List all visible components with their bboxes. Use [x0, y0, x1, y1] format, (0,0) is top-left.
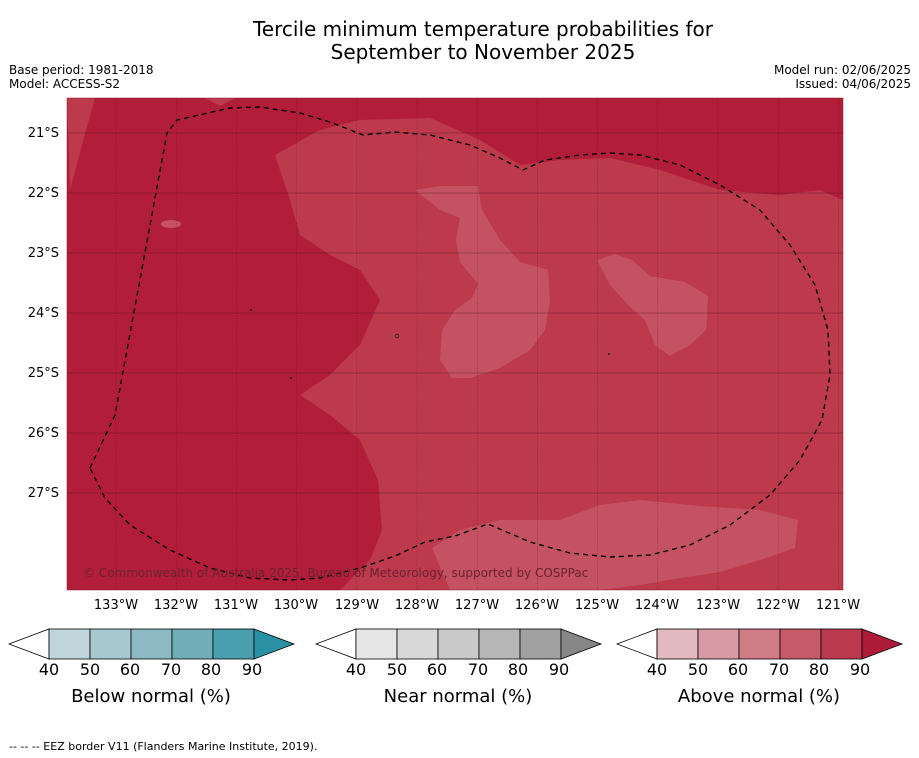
colorbar-tick: 60	[426, 660, 448, 679]
model-name: Model: ACCESS-S2	[9, 77, 121, 91]
colorbar-tick: 40	[38, 660, 60, 679]
colorbar-cell	[697, 628, 740, 660]
colorbar-tick: 50	[386, 660, 408, 679]
colorbar-near-label: Near normal (%)	[383, 686, 533, 707]
lon-label: 130°W	[273, 598, 319, 613]
colorbar-cell	[519, 628, 562, 660]
colorbar-tick: 90	[849, 660, 871, 679]
lon-label: 131°W	[213, 598, 259, 613]
colorbar-cell	[130, 628, 173, 660]
lon-label: 125°W	[574, 598, 620, 613]
lon-label: 123°W	[695, 598, 741, 613]
lon-label: 121°W	[815, 598, 861, 613]
lon-label: 122°W	[755, 598, 801, 613]
colorbar-near	[315, 628, 603, 660]
colorbar-cell	[89, 628, 132, 660]
colorbar-tick: 80	[200, 660, 222, 679]
contour-60-70-b	[597, 254, 708, 356]
lat-label: 27°S	[27, 486, 59, 501]
base-period: Base period: 1981-2018	[9, 63, 154, 77]
map-graticule	[67, 98, 843, 590]
copyright-notice: © Commonwealth of Australia 2025, Bureau…	[83, 566, 589, 580]
colorbar-tick: 60	[727, 660, 749, 679]
lon-label: 128°W	[394, 598, 440, 613]
lon-label: 124°W	[634, 598, 680, 613]
lon-label: 127°W	[454, 598, 500, 613]
colorbar-cell	[355, 628, 398, 660]
colorbar-tick: 90	[241, 660, 263, 679]
colorbar-tick: 70	[768, 660, 790, 679]
colorbar-cell	[478, 628, 521, 660]
colorbar-cell	[171, 628, 214, 660]
lon-label: 129°W	[334, 598, 380, 613]
colorbar-cell	[396, 628, 439, 660]
title-line-1: Tercile minimum temperature probabilitie…	[252, 17, 714, 41]
colorbar-cell	[738, 628, 781, 660]
colorbar-cell	[820, 628, 863, 660]
eez-border	[89, 106, 831, 581]
model-run: Model run: 02/06/2025	[773, 63, 911, 77]
colorbar-above-label: Above normal (%)	[677, 686, 841, 707]
colorbar-cell	[656, 628, 699, 660]
colorbar-cell	[212, 628, 255, 660]
lat-label: 25°S	[27, 366, 59, 381]
colorbar-above	[616, 628, 904, 660]
issued-date: Issued: 04/06/2025	[795, 77, 911, 91]
map-dots	[250, 309, 610, 379]
colorbar-tick: 80	[507, 660, 529, 679]
colorbar-below-label: Below normal (%)	[71, 686, 231, 707]
chart-title: Tercile minimum temperature probabilitie…	[0, 18, 919, 64]
title-line-2: September to November 2025	[330, 40, 636, 64]
colorbar-cell	[437, 628, 480, 660]
meta-right: Model run: 02/06/2025 Issued: 04/06/2025	[774, 63, 911, 91]
colorbar-cell	[48, 628, 91, 660]
colorbar-tick: 80	[808, 660, 830, 679]
small-contour	[161, 220, 181, 228]
colorbar-tick: 90	[548, 660, 570, 679]
colorbar-tick: 50	[79, 660, 101, 679]
lat-label: 21°S	[27, 126, 59, 141]
colorbar-tick: 40	[345, 660, 367, 679]
lon-label: 126°W	[514, 598, 560, 613]
lat-label: 22°S	[27, 186, 59, 201]
lon-label: 133°W	[93, 598, 139, 613]
lat-label: 26°S	[27, 426, 59, 441]
colorbar-tick: 70	[467, 660, 489, 679]
lat-label: 24°S	[27, 306, 59, 321]
lat-label: 23°S	[27, 246, 59, 261]
colorbar-tick: 40	[646, 660, 668, 679]
meta-left: Base period: 1981-2018 Model: ACCESS-S2	[9, 63, 154, 91]
footer-note: -- -- -- EEZ border V11 (Flanders Marine…	[9, 740, 318, 753]
colorbar-cell	[779, 628, 822, 660]
colorbar-tick: 50	[687, 660, 709, 679]
contour-60-70-a	[415, 186, 550, 378]
colorbar-below	[8, 628, 296, 660]
lon-label: 132°W	[153, 598, 199, 613]
colorbar-tick: 60	[119, 660, 141, 679]
contour-60-70-c	[432, 500, 798, 590]
map-frame	[66, 97, 844, 591]
colorbar-tick: 70	[160, 660, 182, 679]
